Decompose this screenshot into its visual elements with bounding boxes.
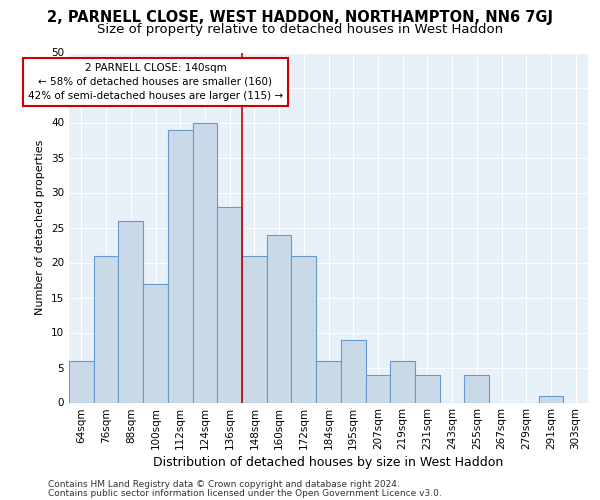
Text: Contains HM Land Registry data © Crown copyright and database right 2024.: Contains HM Land Registry data © Crown c… — [48, 480, 400, 489]
X-axis label: Distribution of detached houses by size in West Haddon: Distribution of detached houses by size … — [154, 456, 503, 469]
Text: 2 PARNELL CLOSE: 140sqm
← 58% of detached houses are smaller (160)
42% of semi-d: 2 PARNELL CLOSE: 140sqm ← 58% of detache… — [28, 63, 283, 101]
Bar — [390, 360, 415, 403]
Bar — [217, 206, 242, 402]
Text: 2, PARNELL CLOSE, WEST HADDON, NORTHAMPTON, NN6 7GJ: 2, PARNELL CLOSE, WEST HADDON, NORTHAMPT… — [47, 10, 553, 25]
Bar — [464, 374, 489, 402]
Bar — [341, 340, 365, 402]
Bar — [539, 396, 563, 402]
Bar — [94, 256, 118, 402]
Bar — [316, 360, 341, 403]
Y-axis label: Number of detached properties: Number of detached properties — [35, 140, 46, 315]
Bar — [242, 256, 267, 402]
Bar — [143, 284, 168, 403]
Bar — [415, 374, 440, 402]
Text: Size of property relative to detached houses in West Haddon: Size of property relative to detached ho… — [97, 22, 503, 36]
Bar — [292, 256, 316, 402]
Bar — [69, 360, 94, 403]
Text: Contains public sector information licensed under the Open Government Licence v3: Contains public sector information licen… — [48, 488, 442, 498]
Bar — [365, 374, 390, 402]
Bar — [193, 122, 217, 402]
Bar — [267, 234, 292, 402]
Bar — [118, 220, 143, 402]
Bar — [168, 130, 193, 402]
